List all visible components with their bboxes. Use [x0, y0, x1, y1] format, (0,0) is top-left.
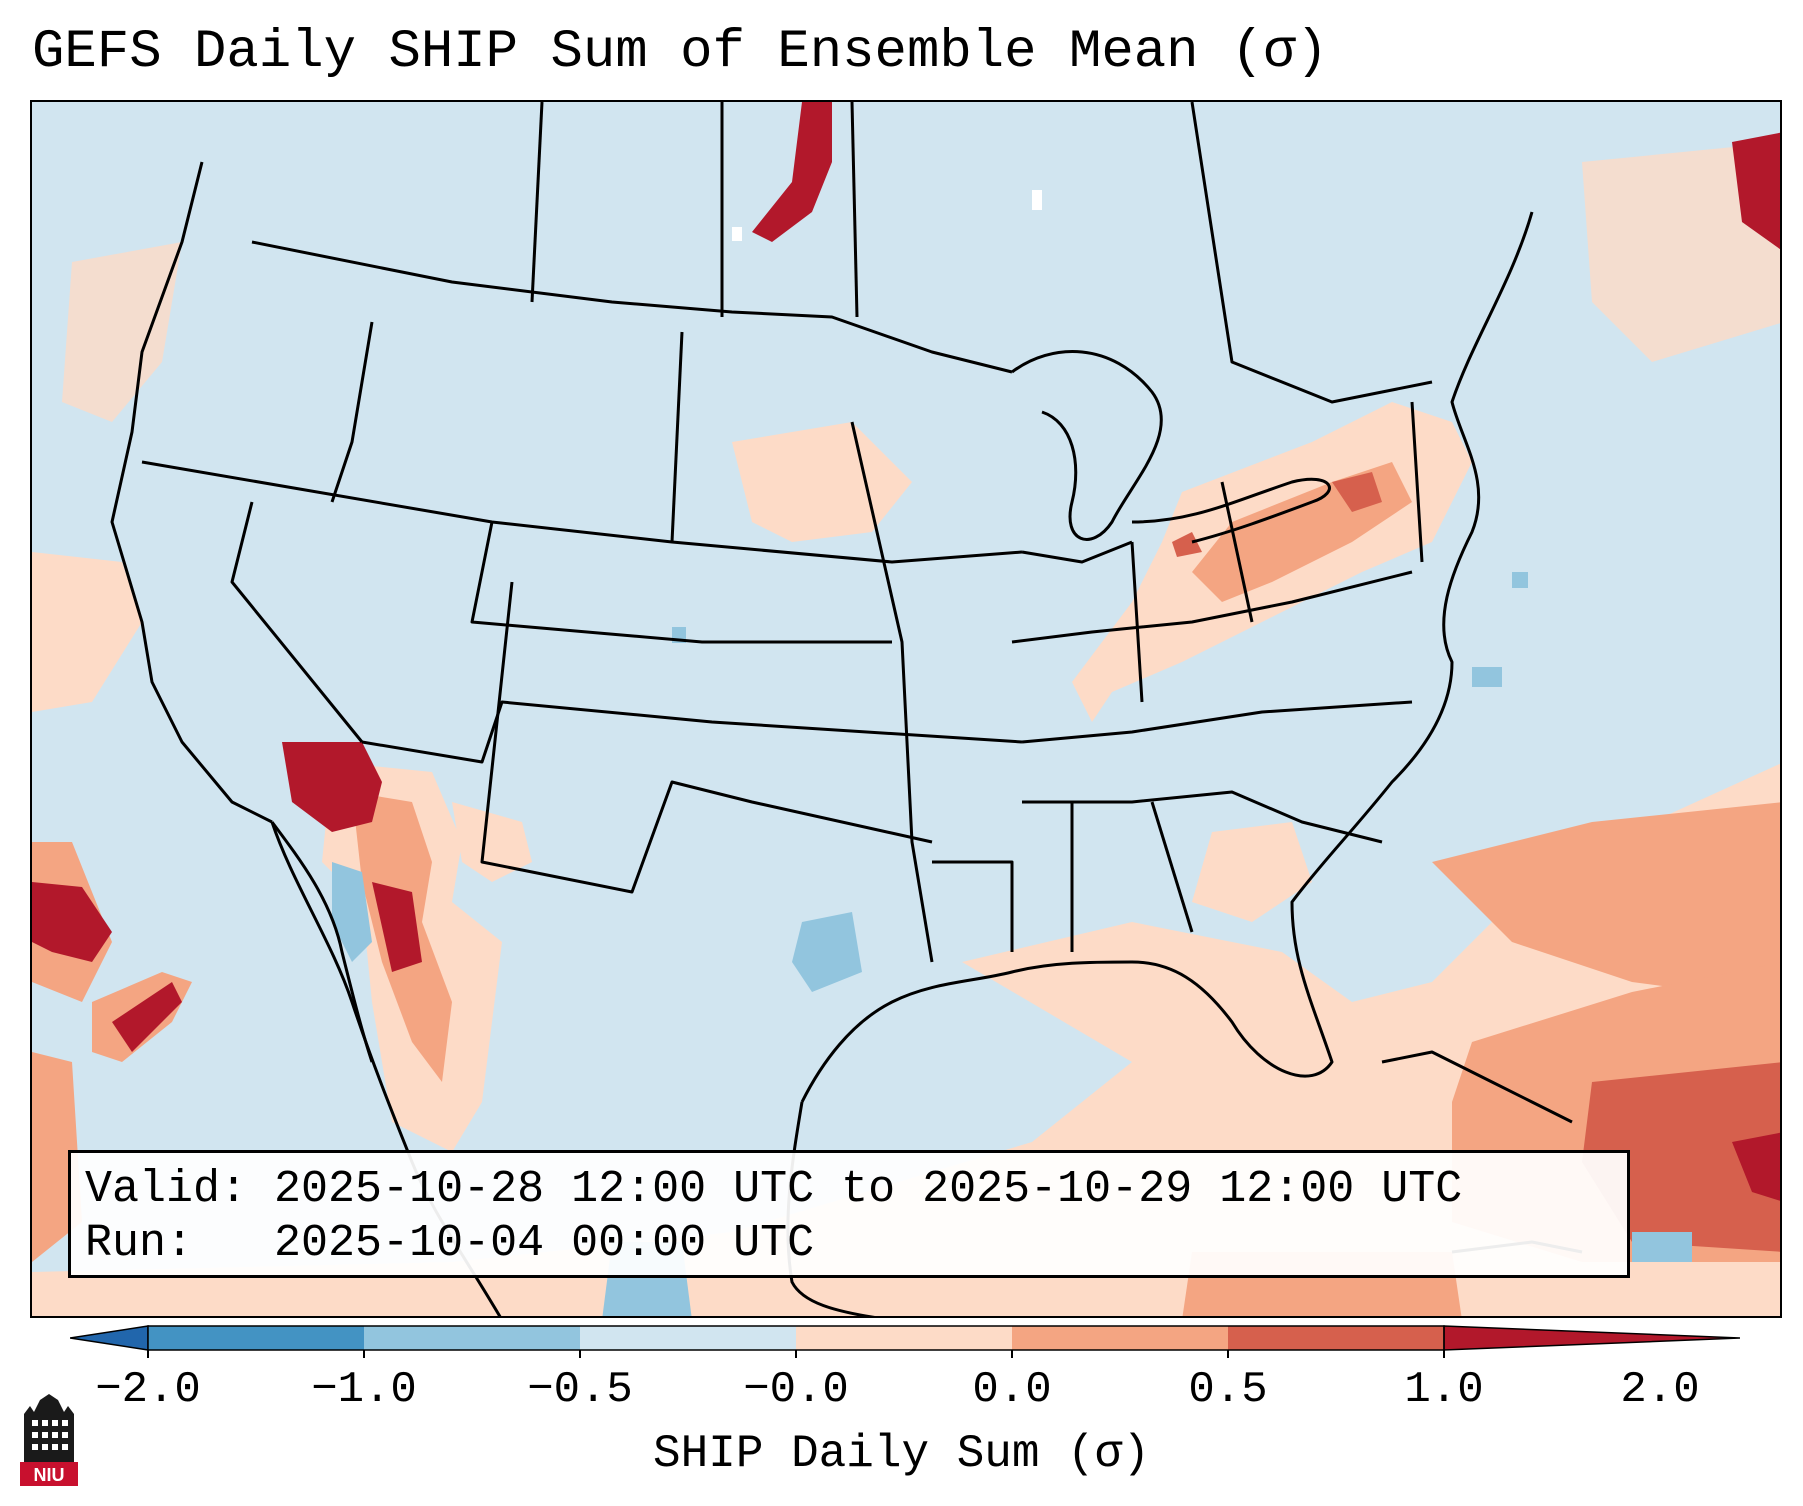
- colorbar-extend-low: [70, 1325, 149, 1351]
- valid-run-box: Valid: 2025-10-28 12:00 UTC to 2025-10-2…: [68, 1150, 1630, 1278]
- colorbar-tick-label: −0.5: [527, 1365, 633, 1415]
- run-label: Run:: [85, 1218, 194, 1269]
- ship-map: [32, 102, 1780, 1316]
- colorbar: [70, 1325, 1740, 1358]
- colorbar-tick-label: −0.0: [743, 1365, 849, 1415]
- run-value: 2025-10-04 00:00 UTC: [274, 1218, 815, 1269]
- map-panel: [30, 100, 1782, 1318]
- colorbar-label: SHIP Daily Sum (σ): [653, 1428, 1150, 1480]
- colorbar-bin-6: [1228, 1326, 1444, 1350]
- colorbar-bin-4: [796, 1326, 1012, 1350]
- valid-label: Valid:: [85, 1164, 248, 1215]
- colorbar-tick-label: 2.0: [1620, 1365, 1700, 1415]
- niu-logo: NIU: [20, 1394, 78, 1486]
- colorbar-extend-high: [1443, 1325, 1740, 1351]
- svg-text:NIU: NIU: [34, 1465, 65, 1485]
- colorbar-tick-label: −1.0: [311, 1365, 417, 1415]
- colorbar-bin-1: [148, 1326, 364, 1350]
- map-title: GEFS Daily SHIP Sum of Ensemble Mean (σ): [32, 22, 1329, 83]
- colorbar-bin-5: [1012, 1326, 1228, 1350]
- colorbar-bin-3: [580, 1326, 796, 1350]
- colorbar-tick-label: 0.0: [972, 1365, 1052, 1415]
- colorbar-tick-label: 0.5: [1188, 1365, 1268, 1415]
- colorbar-tick-label: 1.0: [1404, 1365, 1484, 1415]
- valid-value: 2025-10-28 12:00 UTC to 2025-10-29 12:00…: [274, 1164, 1463, 1215]
- colorbar-tick-label: −2.0: [95, 1365, 201, 1415]
- colorbar-bin-2: [364, 1326, 580, 1350]
